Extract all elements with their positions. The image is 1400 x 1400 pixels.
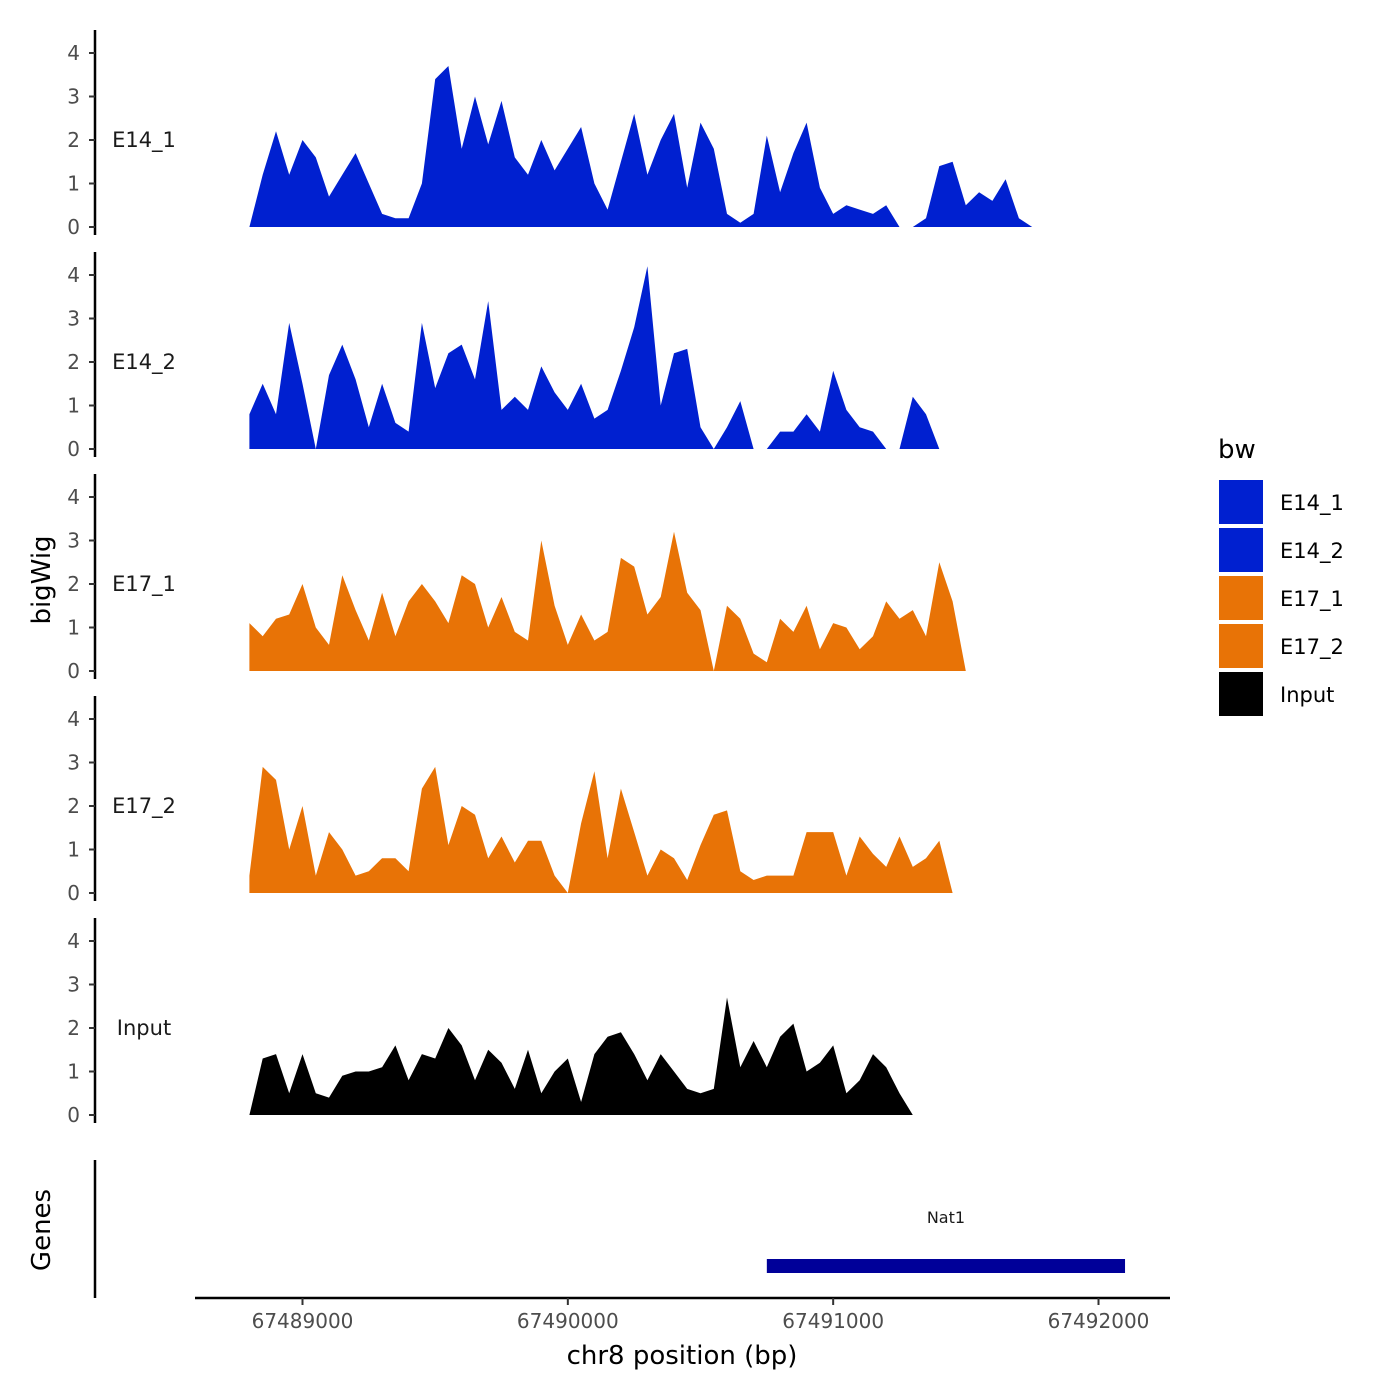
area-E17_1 [249, 531, 1125, 671]
y-tick-label: 1 [67, 172, 80, 196]
legend-swatch [1219, 624, 1263, 668]
legend-label: E14_1 [1280, 491, 1344, 516]
legend-entry-E17_1: E17_1 [1219, 576, 1344, 620]
y-tick-label: 4 [67, 485, 80, 509]
area-E14_2 [249, 266, 1125, 449]
area-Input [249, 997, 1125, 1115]
y-tick-label: 2 [67, 1016, 80, 1040]
track-label: E17_1 [112, 572, 176, 597]
track-Input: 0 1 2 3 4 Input [67, 918, 1125, 1127]
y-tick-label: 4 [67, 929, 80, 953]
x-tick-label: 67491000 [782, 1309, 884, 1333]
legend-entry-E17_2: E17_2 [1219, 624, 1344, 668]
y-tick-label: 0 [67, 215, 80, 239]
y-tick-label: 3 [67, 307, 80, 331]
track-E17_1: 0 1 2 3 4 E17_1 [67, 474, 1125, 683]
x-tick-label: 67490000 [517, 1309, 619, 1333]
bigwig-tracks: 0 1 2 3 4 E14_1 0 1 2 3 4 E14_2 0 1 2 3 4 E17_1 0 1 2 3 4 E17_2… [67, 30, 1125, 1127]
x-tick-label: 67489000 [252, 1309, 354, 1333]
legend-swatch [1219, 528, 1263, 572]
area-E14_1 [249, 66, 1125, 227]
track-label: E14_2 [112, 350, 176, 375]
genes-axis-title: Genes [27, 1189, 57, 1271]
y-tick-label: 2 [67, 350, 80, 374]
legend-title: bw [1218, 435, 1256, 465]
gene-label: Nat1 [927, 1208, 965, 1227]
legend-entry-E14_2: E14_2 [1219, 528, 1344, 572]
y-tick-label: 1 [67, 616, 80, 640]
y-tick-label: 1 [67, 838, 80, 862]
x-axis-title: chr8 position (bp) [567, 1341, 798, 1371]
legend-label: E17_2 [1280, 635, 1344, 660]
y-tick-label: 2 [67, 128, 80, 152]
y-tick-label: 2 [67, 572, 80, 596]
y-tick-label: 0 [67, 659, 80, 683]
gene-body [766, 1259, 1126, 1273]
legend-entry-Input: Input [1219, 672, 1334, 716]
y-tick-label: 4 [67, 41, 80, 65]
y-tick-label: 0 [67, 881, 80, 905]
area-E17_2 [249, 766, 1125, 893]
x-tick-label: 67492000 [1048, 1309, 1150, 1333]
legend-swatch [1219, 480, 1263, 524]
track-label: Input [117, 1016, 171, 1040]
gene-track: Nat1 [93, 1160, 1126, 1298]
y-axis-title: bigWig [27, 535, 57, 624]
legend-swatch [1219, 672, 1263, 716]
legend-label: E14_2 [1280, 539, 1344, 564]
track-E14_1: 0 1 2 3 4 E14_1 [67, 30, 1125, 239]
legend-entry-E14_1: E14_1 [1219, 480, 1344, 524]
track-label: E14_1 [112, 128, 176, 153]
y-tick-label: 3 [67, 973, 80, 997]
legend-label: E17_1 [1280, 587, 1344, 612]
y-tick-label: 0 [67, 437, 80, 461]
y-tick-label: 3 [67, 751, 80, 775]
track-E14_2: 0 1 2 3 4 E14_2 [67, 252, 1125, 461]
y-tick-label: 4 [67, 707, 80, 731]
legend-label: Input [1280, 683, 1334, 707]
y-tick-label: 1 [67, 394, 80, 418]
y-tick-label: 2 [67, 794, 80, 818]
y-tick-label: 3 [67, 529, 80, 553]
y-tick-label: 0 [67, 1103, 80, 1127]
track-E17_2: 0 1 2 3 4 E17_2 [67, 696, 1125, 905]
legend: bw E14_1 E14_2 E17_1 E17_2 Input [1218, 435, 1344, 716]
x-axis: 67489000 67490000 67491000 67492000 [195, 1296, 1170, 1333]
y-tick-label: 1 [67, 1060, 80, 1084]
track-label: E17_2 [112, 794, 176, 819]
legend-swatch [1219, 576, 1263, 620]
y-tick-label: 4 [67, 263, 80, 287]
y-tick-label: 3 [67, 85, 80, 109]
gene-Nat1: Nat1 [766, 1208, 1126, 1273]
